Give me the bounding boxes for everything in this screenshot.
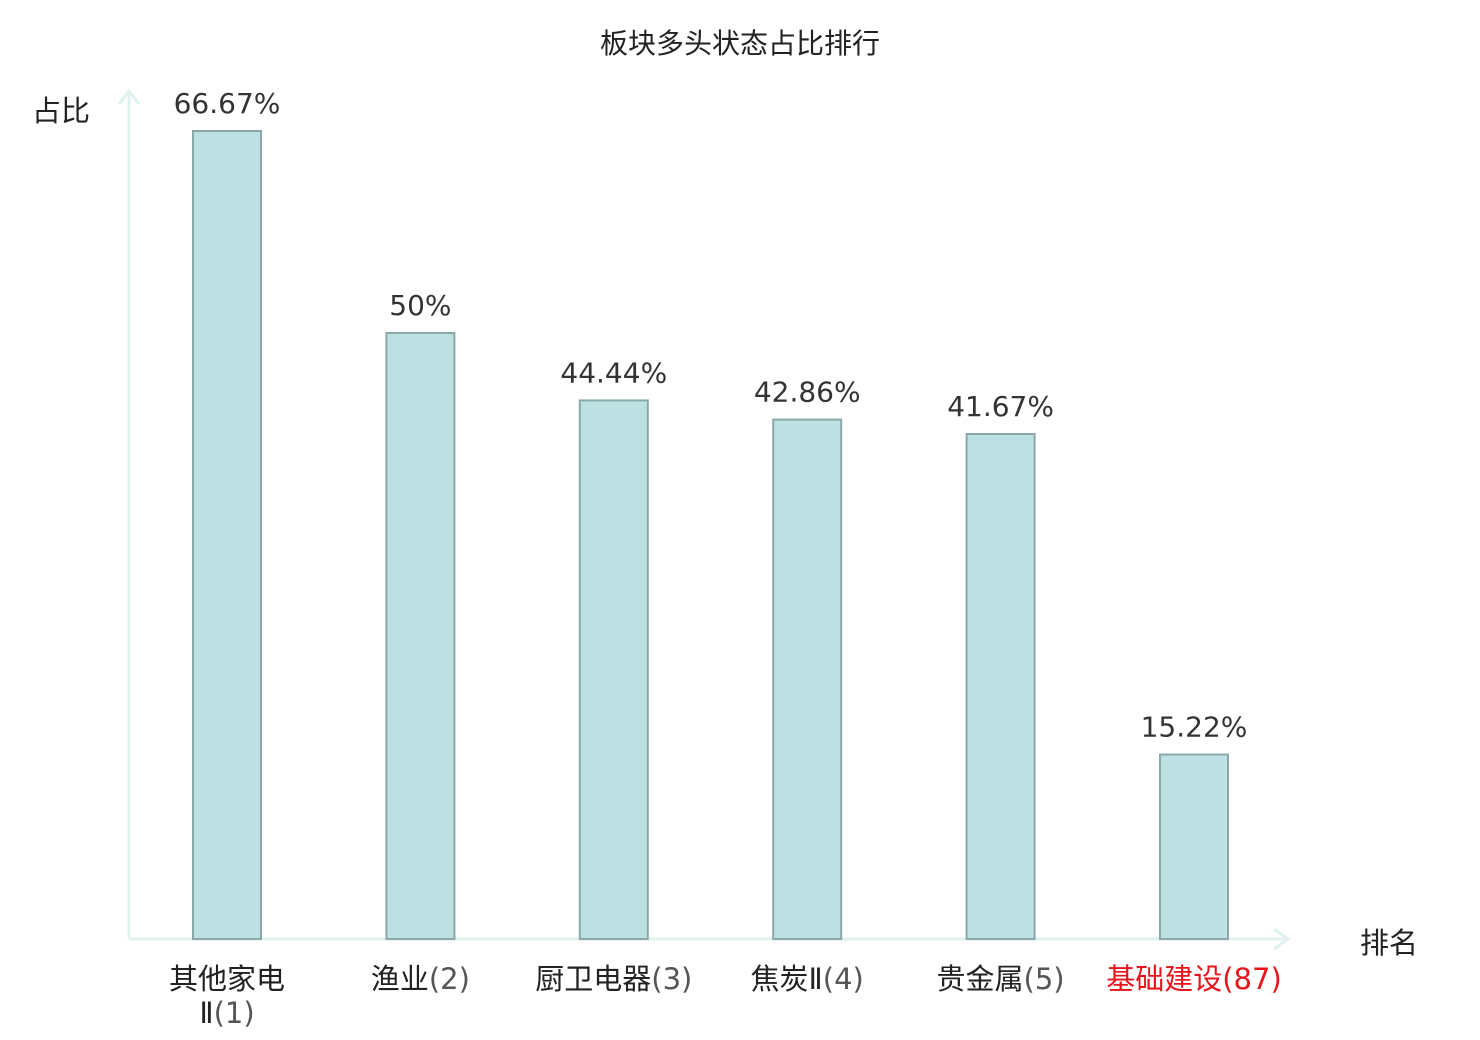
value-labels: 66.67% 50% 44.44% 42.86% 41.67% 15.22%: [174, 87, 1248, 744]
category-rank: (4): [822, 962, 864, 996]
category-name: 焦炭Ⅱ: [750, 962, 823, 996]
category-rank: (3): [651, 962, 693, 996]
axes: [117, 88, 1291, 951]
category-name: 贵金属: [936, 962, 1024, 996]
bar: [578, 399, 649, 940]
y-axis-arrow-icon: [117, 88, 141, 105]
bar-value-label: 42.86%: [754, 376, 861, 409]
bar: [965, 432, 1036, 940]
bar: [1159, 753, 1229, 941]
category-name: 渔业: [370, 962, 429, 996]
category-label: 焦炭Ⅱ(4): [707, 962, 907, 996]
x-axis-label: 排名: [1360, 926, 1419, 960]
bar-value-label: 50%: [389, 289, 451, 322]
bar: [192, 130, 262, 940]
category-label: 渔业(2): [320, 962, 520, 996]
category-name: 厨卫电器: [535, 962, 652, 996]
category-label: 贵金属(5): [901, 962, 1101, 996]
y-axis-label: 占比: [32, 94, 91, 128]
bar-value-label: 41.67%: [947, 390, 1054, 423]
category-rank: (1): [213, 996, 255, 1030]
bar: [385, 332, 456, 941]
bar-value-label: 66.67%: [174, 87, 281, 120]
bar-value-label: 15.22%: [1141, 711, 1248, 744]
bars: [192, 130, 1229, 941]
category-label: 其他家电Ⅱ(1): [157, 962, 297, 1030]
category-label: 厨卫电器(3): [514, 962, 714, 996]
category-rank: (87): [1222, 962, 1282, 996]
bar: [772, 418, 843, 941]
category-rank: (5): [1023, 962, 1065, 996]
category-name: 基础建设: [1106, 962, 1223, 996]
category-label: 基础建设(87): [1094, 962, 1294, 996]
bar-value-label: 44.44%: [560, 356, 667, 389]
x-axis-arrow-icon: [1273, 927, 1291, 951]
category-name: 其他家电Ⅱ: [168, 962, 285, 1030]
category-rank: (2): [428, 962, 470, 996]
chart-title: 板块多头状态占比排行: [599, 27, 880, 60]
